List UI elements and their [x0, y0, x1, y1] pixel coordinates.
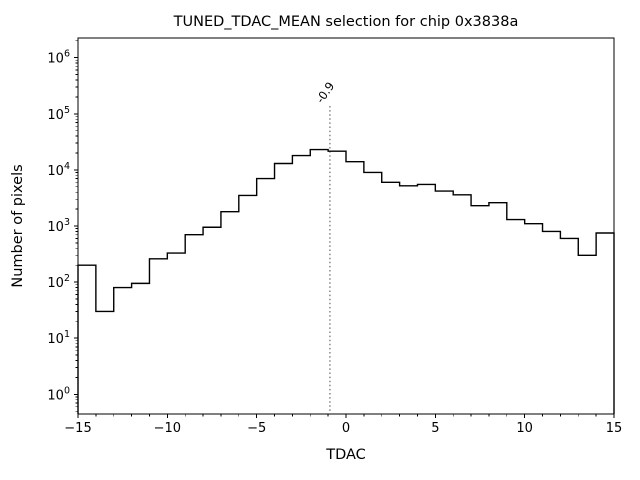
y-tick-label: 104	[47, 161, 70, 179]
y-axis-label: Number of pixels	[10, 164, 26, 287]
histogram-step-line	[77, 148, 615, 414]
y-tick-label: 103	[47, 217, 70, 235]
y-tick-label: 102	[47, 273, 70, 291]
plot-area	[77, 37, 615, 415]
x-tick-label: 10	[516, 421, 533, 436]
x-tick-label: 0	[342, 421, 350, 436]
x-axis-label: TDAC	[325, 447, 366, 463]
x-tick-label: −15	[64, 421, 91, 436]
y-tick-label: 101	[47, 329, 70, 347]
y-tick-label: 100	[47, 385, 70, 403]
y-tick-label: 106	[47, 49, 70, 67]
y-tick-label: 105	[47, 105, 70, 123]
generated-plot-content: 100 101 102 103 104 105 106 −15 −10 −5 0 5 10 15	[47, 40, 623, 436]
chart-title: TUNED_TDAC_MEAN selection for chip 0x383…	[173, 14, 519, 30]
x-tick-label: 15	[606, 421, 623, 436]
x-tick-label: 5	[431, 421, 439, 436]
x-tick-label: −10	[154, 421, 181, 436]
x-tick-label: −5	[247, 421, 266, 436]
